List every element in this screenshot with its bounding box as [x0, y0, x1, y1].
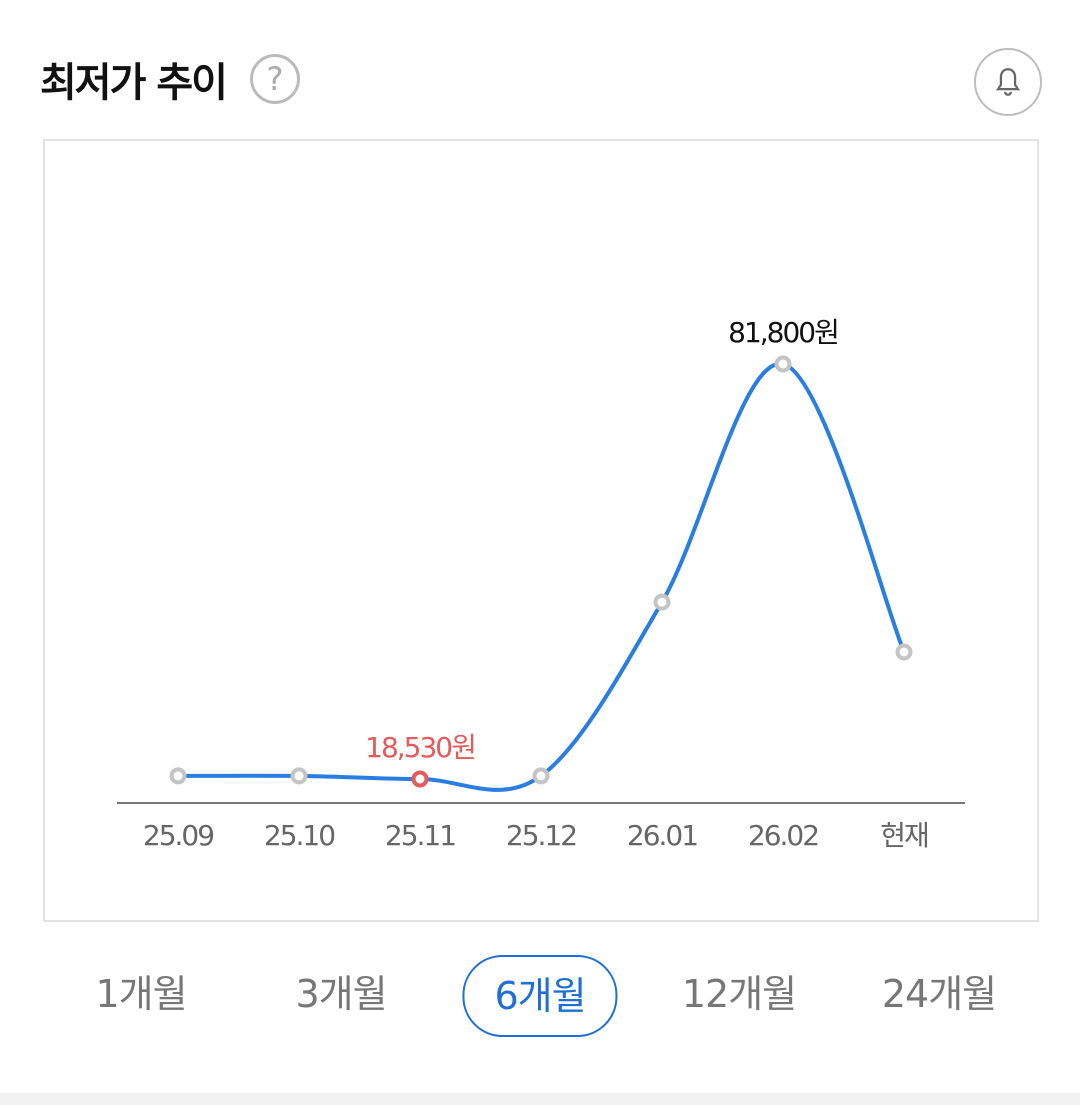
- question-circle-icon[interactable]: ?: [250, 54, 300, 104]
- x-tick-label: 현재: [880, 819, 928, 852]
- min-point: [411, 770, 429, 788]
- period-button[interactable]: 6개월: [462, 955, 618, 1037]
- data-point: [532, 767, 550, 785]
- x-tick-label: 25.12: [506, 819, 576, 852]
- price-line: [177, 361, 906, 792]
- max-price-label: 81,800원: [728, 316, 838, 349]
- min-price-label: 18,530원: [365, 731, 475, 764]
- data-point: [653, 593, 671, 611]
- bell-icon: [995, 68, 1021, 96]
- x-tick-label: 26.02: [748, 819, 818, 852]
- x-tick-label: 25.09: [143, 819, 213, 852]
- period-selector: 1개월 3개월 6개월 12개월 24개월: [0, 955, 1080, 1037]
- page-title: 최저가 추이: [40, 60, 228, 106]
- x-tick-label: 25.10: [264, 819, 334, 852]
- section-divider: [0, 1093, 1080, 1105]
- x-tick-label: 25.11: [385, 819, 455, 852]
- data-point: [774, 355, 792, 373]
- price-chart: [43, 139, 1039, 922]
- period-button[interactable]: 12개월: [681, 972, 797, 1016]
- data-point: [895, 643, 913, 661]
- period-button[interactable]: 24개월: [881, 972, 997, 1016]
- x-tick-label: 26.01: [627, 819, 697, 852]
- period-button[interactable]: 3개월: [295, 972, 387, 1016]
- data-point: [290, 767, 308, 785]
- data-point: [169, 767, 187, 785]
- period-button[interactable]: 1개월: [95, 972, 187, 1016]
- price-alert-button[interactable]: [974, 48, 1042, 116]
